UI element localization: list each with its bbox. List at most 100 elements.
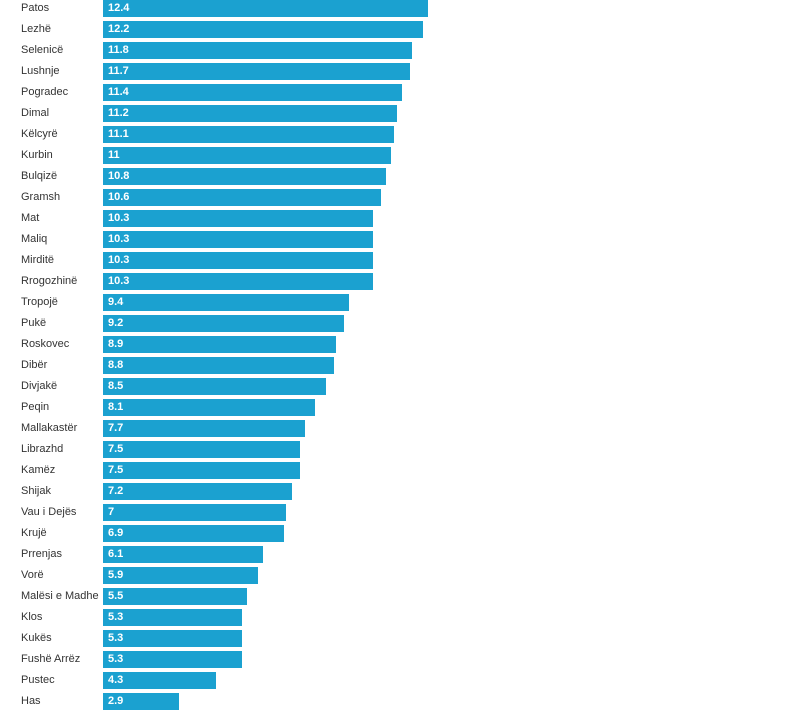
bar — [103, 629, 242, 647]
bar — [103, 524, 284, 542]
value-label: 11.4 — [108, 85, 129, 98]
category-label: Pogradec — [21, 85, 69, 98]
value-label: 6.1 — [108, 547, 124, 560]
category-label: Kukës — [21, 631, 52, 644]
category-label: Bulqizë — [21, 169, 58, 182]
category-label: Mallakastër — [21, 421, 78, 434]
category-label: Patos — [21, 1, 50, 14]
category-label: Malësi e Madhe — [21, 589, 99, 602]
bar — [103, 188, 381, 206]
category-label: Vau i Dejës — [21, 505, 77, 518]
bar — [103, 587, 248, 605]
category-label: Lezhë — [21, 22, 51, 35]
bar — [103, 251, 373, 269]
category-label: Maliq — [21, 232, 48, 245]
bar — [103, 83, 402, 101]
bar — [103, 146, 392, 164]
category-label: Librazhd — [21, 442, 64, 455]
bar — [103, 125, 394, 143]
value-label: 12.4 — [108, 1, 130, 14]
bar — [103, 230, 373, 248]
category-label: Lushnje — [21, 64, 60, 77]
category-label: Peqin — [21, 400, 50, 413]
value-label: 4.3 — [108, 673, 124, 686]
bar — [103, 20, 423, 38]
bar — [103, 503, 287, 521]
bar — [103, 62, 410, 80]
bar — [103, 335, 337, 353]
category-label: Divjakë — [21, 379, 58, 392]
category-label: Mat — [21, 211, 40, 224]
bar — [103, 293, 350, 311]
value-label: 11 — [108, 148, 120, 161]
value-label: 10.8 — [108, 169, 130, 182]
category-label: Selenicë — [21, 43, 64, 56]
bar — [103, 398, 316, 416]
bar — [103, 356, 334, 374]
category-label: Krujë — [21, 526, 47, 539]
bar — [103, 419, 305, 437]
value-label: 5.3 — [108, 610, 124, 623]
category-label: Shijak — [21, 484, 51, 497]
category-label: Fushë Arrëz — [21, 652, 81, 665]
category-label: Mirditë — [21, 253, 55, 266]
value-label: 7 — [108, 505, 115, 518]
value-label: 7.5 — [108, 442, 124, 455]
value-label: 11.7 — [108, 64, 129, 77]
value-label: 6.9 — [108, 526, 124, 539]
bar — [103, 650, 242, 668]
value-label: 8.9 — [108, 337, 124, 350]
category-label: Prrenjas — [21, 547, 62, 560]
value-label: 10.3 — [108, 253, 130, 266]
bar — [103, 377, 326, 395]
category-label: Klos — [21, 610, 43, 623]
category-label: Roskovec — [21, 337, 70, 350]
category-label: Kamëz — [21, 463, 56, 476]
bar — [103, 566, 258, 584]
bar — [103, 608, 242, 626]
value-label: 9.2 — [108, 316, 124, 329]
bar — [103, 545, 263, 563]
bar — [103, 41, 413, 59]
value-label: 12.2 — [108, 22, 130, 35]
bar — [103, 167, 387, 185]
value-label: 8.1 — [108, 400, 124, 413]
value-label: 2.9 — [108, 694, 124, 707]
value-label: 5.3 — [108, 631, 124, 644]
bar — [103, 482, 292, 500]
value-label: 5.9 — [108, 568, 124, 581]
category-label: Has — [21, 694, 41, 707]
bar — [103, 440, 300, 458]
value-label: 7.2 — [108, 484, 124, 497]
value-label: 11.1 — [108, 127, 129, 140]
value-label: 7.5 — [108, 463, 124, 476]
category-label: Dimal — [21, 106, 50, 119]
bar — [103, 0, 428, 17]
value-label: 7.7 — [108, 421, 124, 434]
bar — [103, 461, 300, 479]
value-label: 8.8 — [108, 358, 124, 371]
bar — [103, 272, 373, 290]
value-label: 5.5 — [108, 589, 124, 602]
value-label: 9.4 — [108, 295, 124, 308]
category-label: Tropojë — [21, 295, 58, 308]
bar — [103, 671, 216, 689]
value-label: 5.3 — [108, 652, 124, 665]
category-label: Pukë — [21, 316, 47, 329]
category-label: Këlcyrë — [21, 127, 58, 140]
value-label: 10.3 — [108, 274, 130, 287]
bar — [103, 104, 397, 122]
bar — [103, 314, 345, 332]
category-label: Rrogozhinë — [21, 274, 78, 287]
value-label: 10.3 — [108, 211, 130, 224]
bar — [103, 209, 373, 227]
value-label: 11.2 — [108, 106, 129, 119]
bar — [103, 692, 179, 710]
value-label: 10.6 — [108, 190, 130, 203]
value-label: 8.5 — [108, 379, 124, 392]
value-label: 11.8 — [108, 43, 129, 56]
category-label: Kurbin — [21, 148, 53, 161]
category-label: Dibër — [21, 358, 48, 371]
category-label: Vorë — [21, 568, 44, 581]
